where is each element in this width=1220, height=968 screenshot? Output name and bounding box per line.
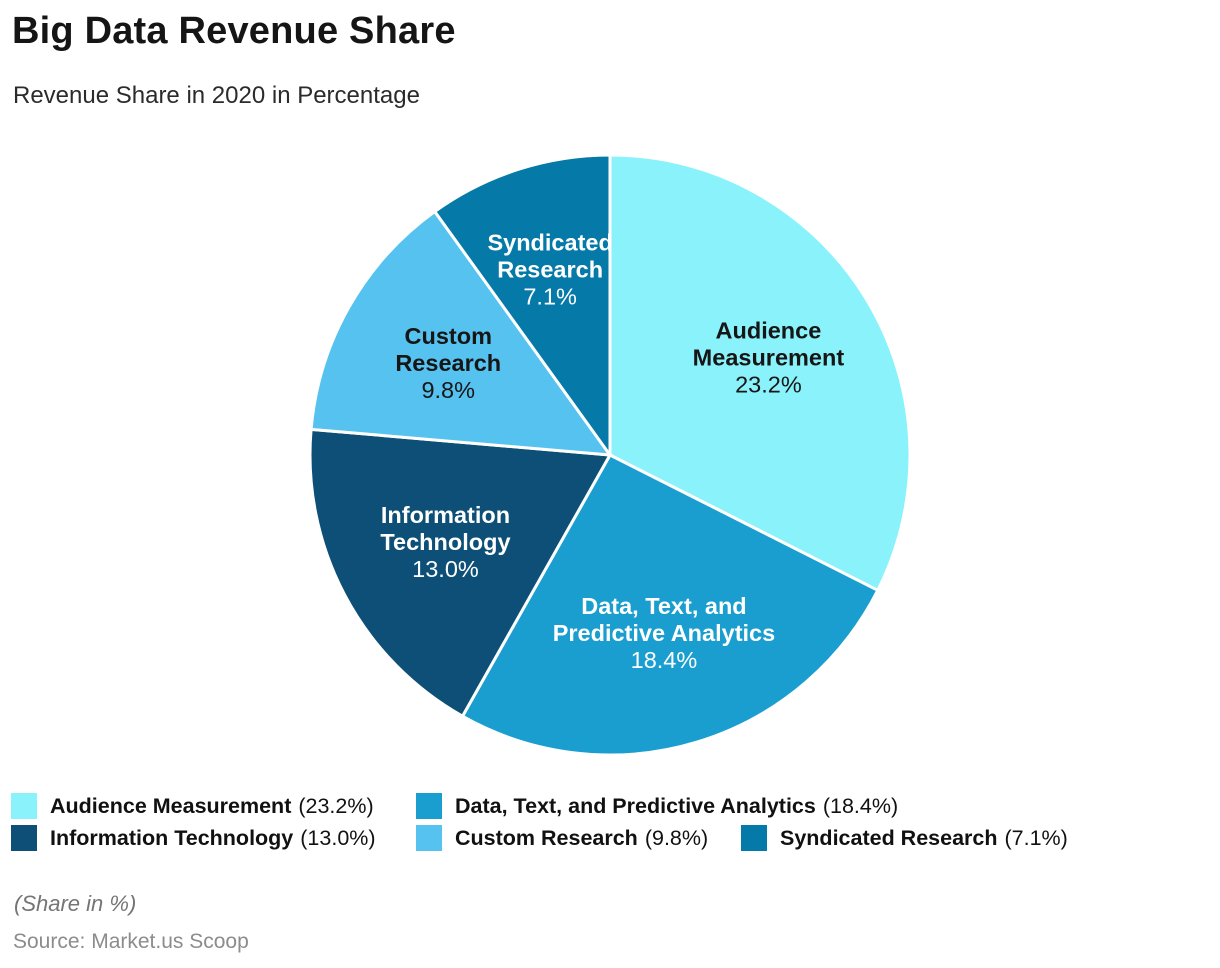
source-attribution: Source: Market.us Scoop: [13, 930, 249, 953]
pie-slice-label-data-text-and-predictive-analytics: Data, Text, and Predictive Analytics 18.4%: [553, 593, 775, 673]
legend-value: (23.2%): [298, 793, 374, 818]
pie-slice-syndicated-research: [433, 153, 612, 457]
legend-value: (7.1%): [1004, 825, 1068, 850]
legend-value: (9.8%): [644, 825, 709, 850]
legend-label: Data, Text, and Predictive Analytics: [455, 793, 816, 818]
page-title: Big Data Revenue Share: [12, 10, 456, 52]
chart-legend: Audience Measurement (23.2%) Data, Text, a…: [0, 793, 1220, 855]
share-unit-note: (Share in %): [14, 891, 137, 916]
legend-item-custom-research: Custom Research (9.8%): [416, 825, 708, 851]
legend-item-information-technology: Information Technology (13.0%): [11, 825, 376, 851]
legend-label: Information Technology: [50, 825, 294, 850]
legend-item-audience-measurement: Audience Measurement (23.2%): [11, 793, 374, 819]
pie-slice-data-text-and-predictive-analytics: [460, 453, 880, 757]
pie-chart: Audience Measurement 23.2% Data, Text, and P…: [308, 153, 912, 757]
legend-swatch-custom-research: [416, 825, 442, 851]
pie-slice-label-audience-measurement: Audience Measurement 23.2%: [693, 318, 845, 398]
pie-slice-information-technology: [308, 427, 612, 718]
legend-item-syndicated-research: Syndicated Research (7.1%): [741, 825, 1068, 851]
legend-label: Audience Measurement: [50, 793, 292, 818]
pie-slice-label-syndicated-research: Syndicated Research 7.1%: [487, 229, 612, 309]
legend-value: (18.4%): [822, 793, 899, 818]
legend-swatch-audience-measurement: [11, 793, 37, 819]
legend-item-data-text-and-predictive-analytics: Data, Text, and Predictive Analytics (18.…: [416, 793, 898, 819]
pie-slice-audience-measurement: [608, 153, 912, 592]
legend-swatch-syndicated-research: [741, 825, 767, 851]
legend-swatch-data-text-and-predictive-analytics: [416, 793, 442, 819]
pie-slice-label-information-technology: Information Technology 13.0%: [380, 502, 510, 582]
page-subtitle: Revenue Share in 2020 in Percentage: [13, 82, 420, 109]
legend-label: Custom Research: [455, 825, 638, 850]
legend-value: (13.0%): [300, 825, 376, 850]
pie-slice-custom-research: [309, 210, 612, 457]
pie-slice-label-custom-research: Custom Research 9.8%: [395, 323, 501, 403]
legend-label: Syndicated Research: [780, 825, 998, 850]
legend-swatch-information-technology: [11, 825, 37, 851]
